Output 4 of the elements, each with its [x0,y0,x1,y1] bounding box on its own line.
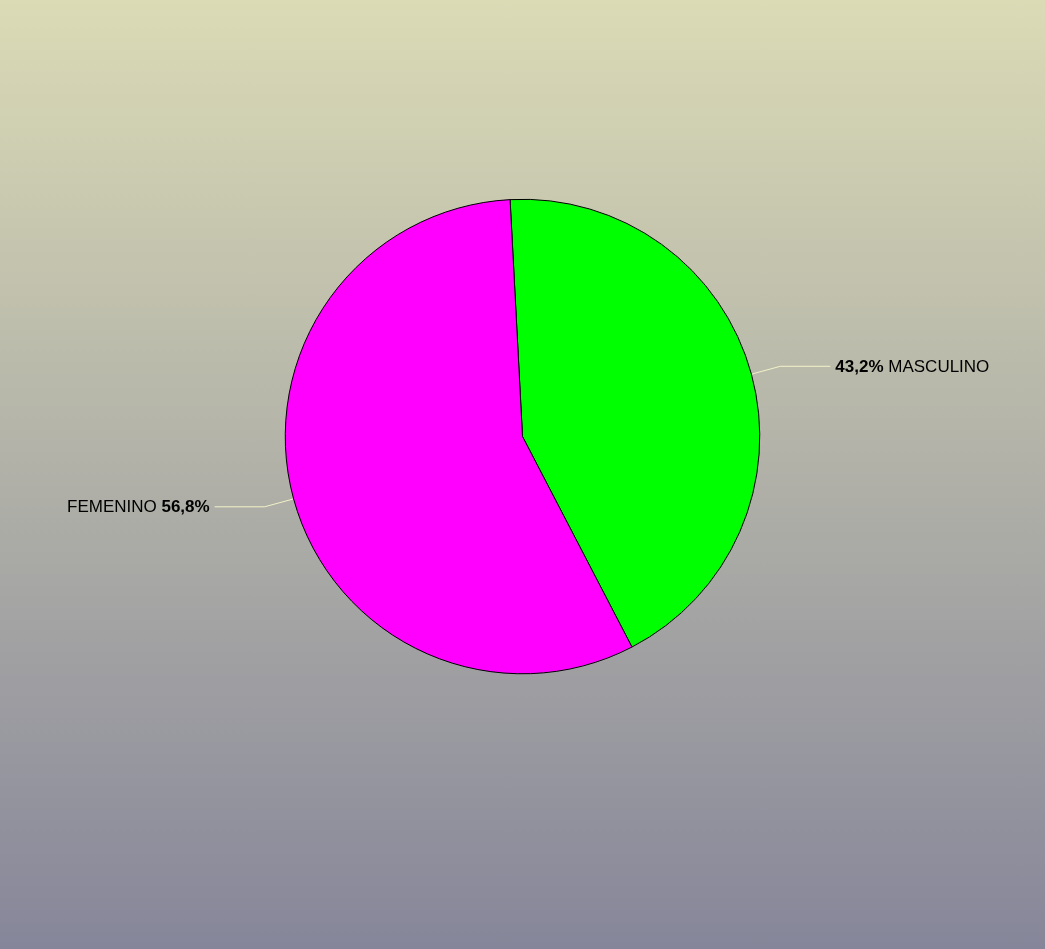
slice-label: FEMENINO [66,497,162,517]
slice-label: MASCULINO [883,356,990,376]
data-label: 56,8% [161,497,210,517]
data-label: 43,2% [835,356,884,376]
